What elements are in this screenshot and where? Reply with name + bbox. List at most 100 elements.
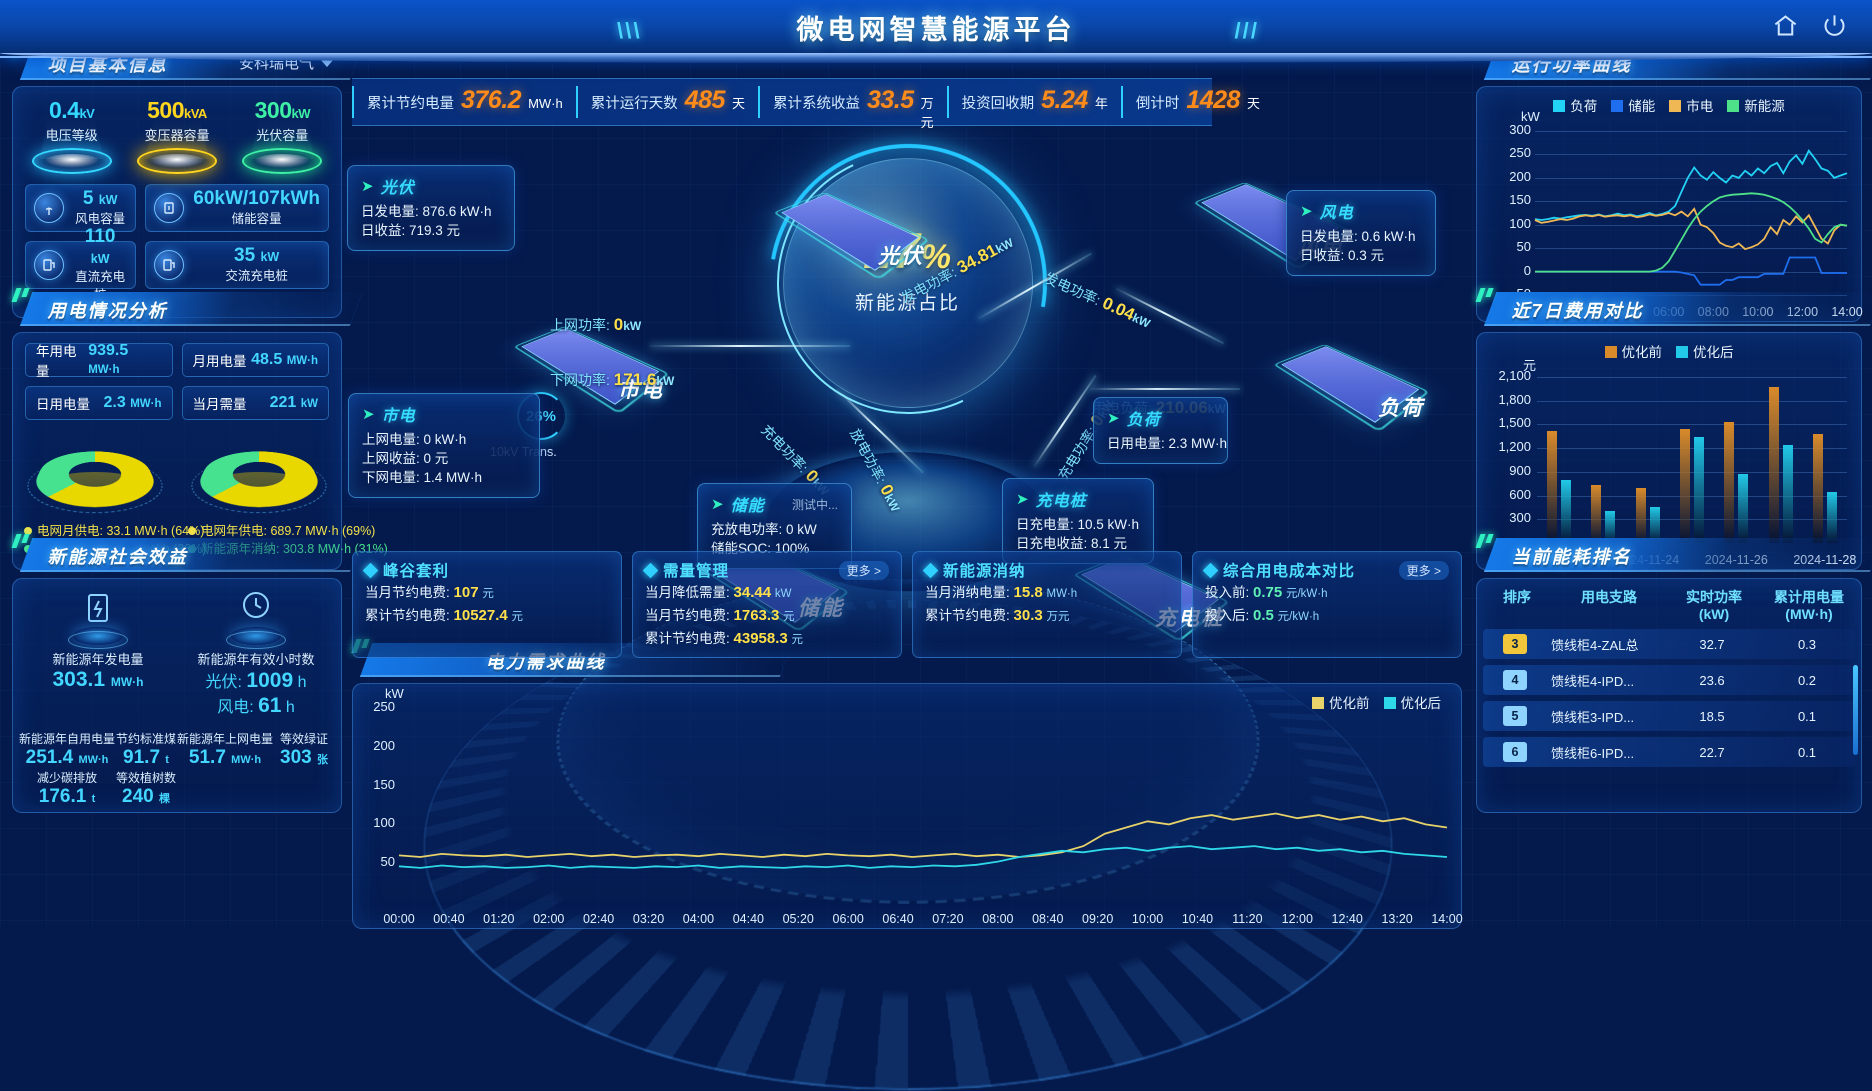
x-tick: 04:40 bbox=[732, 912, 764, 926]
card-title: 新能源消纳 bbox=[943, 563, 1026, 580]
gridline bbox=[1535, 201, 1847, 203]
y-tick: 300 bbox=[1509, 510, 1531, 526]
diamond-icon bbox=[642, 562, 659, 578]
capacity-value: 110 kW bbox=[84, 225, 116, 267]
chart-legend: 优化前 优化后 bbox=[353, 692, 1461, 712]
stat-disc-icon bbox=[136, 148, 217, 174]
benefit-sub-1: 光伏: 1009 h bbox=[205, 669, 307, 692]
gridline bbox=[1535, 271, 1847, 273]
panel-usage-analysis: 用电情况分析 年用电量 939.5 MW·h 月用电量 48.5 MW·h 日用电量 2.… bbox=[10, 288, 388, 570]
more-button[interactable]: 更多 > bbox=[1398, 560, 1449, 580]
panel-body: 2,1001,8001,5001,200900600300元优化前优化后2024… bbox=[1476, 332, 1862, 570]
x-tick: 06:00 bbox=[832, 912, 864, 926]
rank-row[interactable]: 5 馈线柜3-IPD... 18.5 0.1 bbox=[1483, 701, 1855, 731]
project-top-stats: 0.4kV 电压等级 500kVA 变压器容量 300kW 光伏容量 bbox=[13, 87, 341, 174]
kpi-1: 累计运行天数 485 天 bbox=[575, 86, 758, 118]
panel-header: 用电情况分析 bbox=[19, 292, 363, 326]
flow-node-load[interactable]: 负荷 bbox=[1270, 310, 1430, 433]
bar-优化前-1 bbox=[1591, 485, 1602, 543]
benefit-label: 新能源年有效小时数 bbox=[197, 652, 315, 667]
info-box-pv: ➤ 光伏 日发电量: 876.6 kW·h 日收益: 719.3 元 bbox=[347, 165, 515, 251]
chart-legend: 优化前 优化后 bbox=[1477, 341, 1861, 361]
wind-turbine-icon bbox=[34, 193, 64, 223]
grid-export-power: 上网功率: 0kW bbox=[550, 315, 642, 334]
more-button[interactable]: 更多 > bbox=[838, 560, 889, 580]
card-row: 当月节约电费: 1763.3 元 bbox=[645, 607, 795, 624]
kpi-4: 倒计时 1428 天 bbox=[1120, 86, 1273, 118]
usage-label: 年用电量 bbox=[36, 344, 77, 379]
y-tick: 1,800 bbox=[1498, 391, 1531, 407]
info-title: 负荷 bbox=[1126, 412, 1161, 429]
rank-scrollbar[interactable] bbox=[1853, 665, 1858, 755]
rank-row[interactable]: 4 馈线柜4-IPD... 23.6 0.2 bbox=[1483, 665, 1855, 695]
y-tick: 2,100 bbox=[1498, 368, 1531, 383]
info-title: 市电 bbox=[381, 408, 416, 425]
project-stat-2: 300kW 光伏容量 bbox=[232, 97, 332, 174]
rank-row[interactable]: 6 馈线柜6-IPD... 22.7 0.1 bbox=[1483, 737, 1855, 767]
node-label: 负荷 bbox=[1378, 397, 1424, 420]
core-caption: 新能源占比 bbox=[854, 293, 960, 314]
chart-plot bbox=[1534, 148, 1848, 286]
panel-cost-compare: 近7日费用对比 2,100 1,800 1,500 1,200 900 600 300 元优化… bbox=[1475, 288, 1872, 570]
flow-node-grid[interactable]: 市电 bbox=[510, 292, 670, 415]
home-icon[interactable] bbox=[1772, 12, 1799, 39]
legend-item[interactable]: 负荷 bbox=[1553, 95, 1597, 115]
info-box-load: ➤ 负荷 日用电量: 2.3 MW·h bbox=[1093, 397, 1228, 464]
usage-cell-3: 当月需量 221 kW bbox=[181, 386, 329, 420]
x-tick: 05:20 bbox=[782, 912, 814, 926]
panel-title: 近7日费用对比 bbox=[1511, 301, 1644, 321]
rank-branch: 馈线柜4-IPD... bbox=[1551, 673, 1635, 689]
info-row: 下网电量: 1.4 MW·h bbox=[362, 470, 483, 485]
usage-value: 2.3 MW·h bbox=[103, 394, 162, 411]
info-note: 测试中... bbox=[791, 497, 838, 512]
gridline bbox=[1535, 177, 1847, 179]
x-tick: 04:00 bbox=[682, 912, 715, 926]
legend-item[interactable]: 优化前 bbox=[1312, 692, 1370, 712]
rank-badge: 3 bbox=[1503, 634, 1527, 654]
metric-label: 新能源年自用电量 bbox=[19, 732, 116, 746]
card-row: 当月消纳电量: 15.8 MW·h bbox=[925, 584, 1078, 601]
title-slash-right: / / / bbox=[1234, 18, 1257, 43]
benefit-top-items: 新能源年发电量 303.1 MW·h 新能源年有效小时数 光伏: 1009 h 风电: … bbox=[13, 579, 341, 728]
benefit-metrics: 新能源年自用电量 251.4 MW·h 节约标准煤 91.7 t 新能源年上网电量 51.… bbox=[13, 728, 341, 808]
x-tick: 12:40 bbox=[1331, 912, 1363, 926]
bar-优化后-5 bbox=[1782, 445, 1793, 543]
benefit-item-0: 新能源年发电量 303.1 MW·h bbox=[19, 589, 177, 728]
kpi-unit: 万元 bbox=[920, 96, 934, 130]
legend-item[interactable]: 优化前 bbox=[1604, 341, 1662, 361]
y-tick: 200 bbox=[1509, 168, 1531, 184]
rank-branch: 馈线柜4-ZAL总 bbox=[1551, 637, 1639, 653]
x-tick: 02:40 bbox=[582, 912, 615, 926]
legend-item[interactable]: 市电 bbox=[1669, 95, 1713, 115]
rank-power: 23.6 bbox=[1699, 672, 1725, 688]
kpi-2: 累计系统收益 33.5 万元 bbox=[757, 86, 947, 130]
summary-card-1: 需量管理 更多 > 当月降低需量: 34.44 kW 当月节约电费: 1763.3 元… bbox=[632, 551, 902, 658]
panel-body: 排序 用电支路 实时功率 (kW) 累计用电量 (MW·h) 3 馈线柜4-ZAL总 32.7… bbox=[1476, 578, 1862, 813]
capacity-cell-1: 60kW/107kWh 储能容量 bbox=[145, 184, 329, 232]
kpi-strip: 累计节约电量 376.2 MW·h 累计运行天数 485 天累计系统收益 33.5 万元 投资回… bbox=[352, 78, 1260, 130]
legend-item[interactable]: 新能源 bbox=[1727, 95, 1785, 115]
x-tick: 00:40 bbox=[433, 912, 465, 926]
power-icon[interactable] bbox=[1821, 12, 1848, 39]
legend-item[interactable]: 优化后 bbox=[1383, 692, 1441, 712]
usage-cell-2: 日用电量 2.3 MW·h bbox=[25, 386, 173, 420]
x-tick: 13:20 bbox=[1381, 912, 1413, 926]
metric-value: 240 棵 bbox=[122, 786, 170, 807]
panel-social-benefit: 新能源社会效益 新能源年发电量 303.1 MW·h 新能源年有效小时数 光伏: 10… bbox=[11, 534, 363, 813]
kpi-unit: 天 bbox=[1246, 96, 1260, 111]
legend-item[interactable]: 储能 bbox=[1611, 95, 1655, 115]
legend-item[interactable]: 优化后 bbox=[1676, 341, 1734, 361]
kpi-0: 累计节约电量 376.2 MW·h bbox=[352, 86, 576, 118]
metric-label: 减少碳排放 bbox=[37, 771, 98, 785]
card-row: 累计节约电费: 10527.4 元 bbox=[365, 607, 524, 624]
kpi-value: 5.24 bbox=[1041, 86, 1088, 114]
info-row: 日发电量: 876.6 kW·h bbox=[361, 204, 492, 219]
benefit-metric-2: 新能源年上网电量 51.7 MW·h bbox=[177, 730, 273, 769]
rank-energy: 0.3 bbox=[1797, 636, 1817, 652]
rank-row[interactable]: 3 馈线柜4-ZAL总 32.7 0.3 bbox=[1483, 629, 1855, 659]
flow-node-pv[interactable]: 光伏 bbox=[770, 158, 930, 281]
capacity-cell-2: 110 kW直流充电桩 bbox=[25, 226, 137, 302]
bar-优化后-1 bbox=[1605, 511, 1616, 543]
bar-优化前-3 bbox=[1680, 429, 1690, 543]
